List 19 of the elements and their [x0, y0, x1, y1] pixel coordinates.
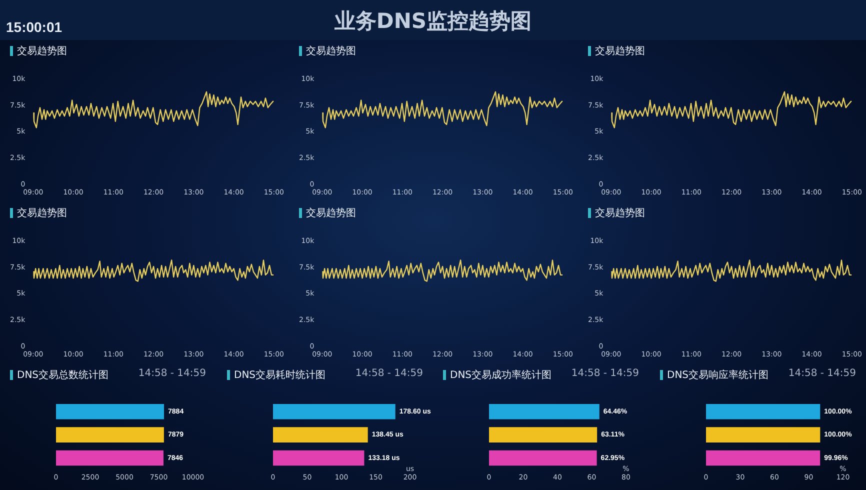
chart-title: DNS交易总数统计图 — [17, 368, 109, 382]
chart-title: 交易趋势图 — [595, 206, 645, 220]
chart-subtitle: 14:58 - 14:59 — [138, 368, 206, 379]
chart-subtitle: 14:58 - 14:59 — [571, 368, 639, 379]
text: 15:00:01 — [6, 19, 62, 35]
bar — [273, 404, 396, 420]
chart-title: DNS交易响应率统计图 — [667, 368, 769, 382]
chart-title: 交易趋势图 — [17, 206, 67, 220]
chart-title: 交易趋势图 — [17, 44, 67, 58]
chart-subtitle: 14:58 - 14:59 — [355, 368, 423, 379]
chart-title: 交易趋势图 — [306, 206, 356, 220]
chart-title: 交易趋势图 — [306, 44, 356, 58]
chart-title: DNS交易耗时统计图 — [234, 368, 326, 382]
text: 业务DNS监控趋势图 — [334, 9, 532, 33]
chart-title: 交易趋势图 — [595, 44, 645, 58]
chart-title: DNS交易成功率统计图 — [450, 368, 552, 382]
bar — [273, 427, 368, 442]
bar — [273, 450, 364, 466]
chart-subtitle: 14:58 - 14:59 — [788, 368, 856, 379]
